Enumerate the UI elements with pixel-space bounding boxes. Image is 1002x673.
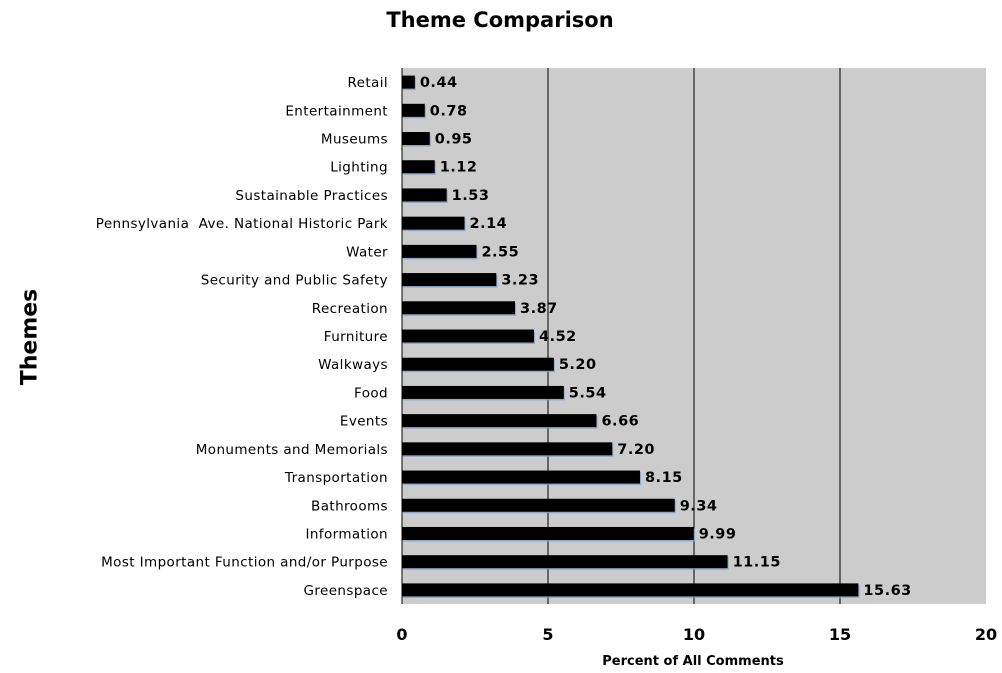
x-tick-label: 5 xyxy=(542,625,553,644)
category-label: Pennsylvania Ave. National Historic Park xyxy=(96,216,388,232)
category-label: Retail xyxy=(347,75,388,91)
data-label: 4.52 xyxy=(539,329,577,345)
category-label: Recreation xyxy=(312,301,388,317)
category-label: Walkways xyxy=(318,357,388,373)
data-label: 9.99 xyxy=(699,526,737,542)
category-label: Lighting xyxy=(330,160,388,176)
category-label: Security and Public Safety xyxy=(201,273,388,289)
category-label: Most Important Function and/or Purpose xyxy=(101,555,388,571)
data-label: 0.95 xyxy=(435,132,473,148)
bar xyxy=(402,329,534,343)
x-axis-title: Percent of All Comments xyxy=(602,654,784,669)
data-label: 15.63 xyxy=(863,583,911,599)
bar xyxy=(402,188,447,202)
data-label: 0.44 xyxy=(420,75,458,91)
bar xyxy=(402,216,465,230)
category-label: Greenspace xyxy=(304,583,389,599)
bar xyxy=(402,555,728,569)
category-label: Bathrooms xyxy=(311,498,388,514)
chart-title: Theme Comparison xyxy=(386,8,614,32)
data-label: 6.66 xyxy=(601,414,639,430)
category-label: Water xyxy=(346,244,388,260)
bar xyxy=(402,273,497,287)
category-label: Food xyxy=(354,385,388,401)
bar xyxy=(402,132,430,146)
category-label: Monuments and Memorials xyxy=(196,442,388,458)
category-label: Museums xyxy=(321,132,388,148)
category-label: Information xyxy=(305,526,388,542)
data-label: 1.12 xyxy=(440,160,478,176)
data-label: 5.54 xyxy=(569,385,607,401)
x-tick-label: 15 xyxy=(829,625,851,644)
category-label: Entertainment xyxy=(285,103,388,119)
bar xyxy=(402,103,425,117)
data-label: 9.34 xyxy=(680,498,718,514)
category-label: Transportation xyxy=(284,470,388,486)
data-label: 0.78 xyxy=(430,103,468,119)
bar xyxy=(402,470,640,484)
bar xyxy=(402,442,613,456)
x-tick-label: 0 xyxy=(396,625,407,644)
data-label: 2.55 xyxy=(481,244,519,260)
category-label: Furniture xyxy=(324,329,388,345)
data-label: 8.15 xyxy=(645,470,683,486)
data-label: 3.87 xyxy=(520,301,558,317)
data-label: 3.23 xyxy=(501,273,539,289)
x-tick-label: 10 xyxy=(683,625,705,644)
data-label: 11.15 xyxy=(733,555,781,571)
bar xyxy=(402,526,694,540)
bar xyxy=(402,498,675,512)
bar xyxy=(402,357,554,371)
category-label: Events xyxy=(340,414,388,430)
bar xyxy=(402,414,597,428)
data-label: 7.20 xyxy=(617,442,655,458)
bar xyxy=(402,160,435,174)
bar xyxy=(402,583,859,597)
bar xyxy=(402,244,477,258)
category-label: Sustainable Practices xyxy=(235,188,388,204)
x-tick-label: 20 xyxy=(975,625,997,644)
data-label: 2.14 xyxy=(469,216,507,232)
bar xyxy=(402,75,415,89)
bar xyxy=(402,385,564,399)
bar xyxy=(402,301,516,315)
data-label: 5.20 xyxy=(559,357,597,373)
data-label: 1.53 xyxy=(452,188,490,204)
